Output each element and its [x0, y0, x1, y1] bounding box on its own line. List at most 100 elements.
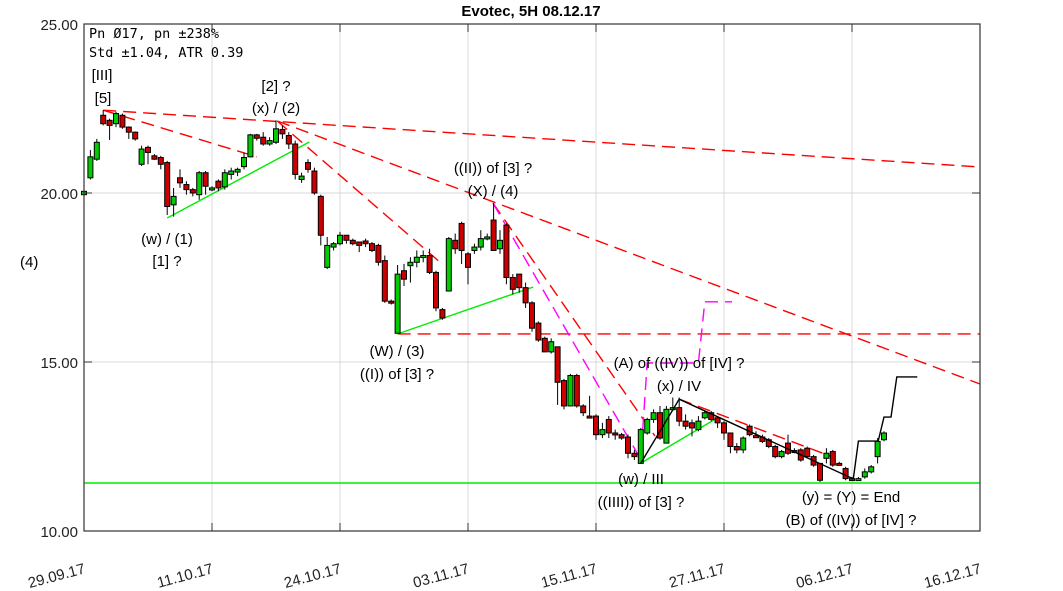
candle-down: [561, 378, 567, 410]
candle-down: [292, 140, 299, 180]
candle-up: [221, 169, 228, 190]
wave-label: (B) of ((IV)) of [IV] ?: [786, 512, 917, 529]
candle-down: [317, 194, 324, 246]
candle-body: [196, 172, 203, 196]
candle-down: [842, 466, 849, 481]
candle-up: [778, 449, 785, 459]
candle-down: [682, 414, 689, 430]
candle-body: [183, 184, 190, 191]
wave-label: (x) / (2): [252, 100, 300, 117]
candle-up: [113, 111, 119, 128]
candle-body: [836, 462, 843, 466]
candle-up: [241, 152, 247, 170]
candle-body: [657, 412, 663, 439]
candle-body: [586, 415, 593, 419]
candle-body: [695, 420, 702, 431]
candle-up: [701, 411, 708, 420]
candle-up: [330, 242, 337, 251]
candle-up: [266, 137, 273, 146]
candle-down: [452, 233, 459, 254]
candle-up: [247, 133, 254, 158]
candle-body: [663, 408, 670, 444]
candle-up: [407, 257, 414, 283]
candle-body: [625, 436, 631, 454]
candle-up: [209, 186, 215, 192]
x-tick-label: 03.11.17: [411, 560, 471, 591]
candle-body: [157, 157, 164, 165]
candle-body: [637, 429, 644, 464]
magenta-dashed-trend-line: [492, 202, 639, 456]
candle-body: [279, 128, 286, 135]
candle-down: [381, 255, 388, 303]
candle-down: [618, 432, 625, 440]
black-trend-line: [640, 398, 854, 480]
candle-down: [260, 132, 267, 146]
candle-body: [170, 195, 177, 206]
candle-body: [753, 435, 759, 439]
candle-down: [503, 223, 510, 285]
wave-label: (W) / (3): [370, 343, 425, 360]
x-tick-label: 29.09.17: [26, 560, 87, 591]
candle-body: [343, 234, 350, 241]
candle-down: [356, 241, 363, 253]
candle-body: [727, 432, 734, 448]
candle-body: [580, 405, 587, 414]
candle-body: [298, 175, 305, 180]
candle-body: [439, 309, 446, 319]
candle-down: [164, 160, 171, 215]
candle-down: [721, 421, 727, 440]
candle-up: [637, 427, 644, 464]
wave-label: [1] ?: [152, 253, 181, 270]
candle-down: [375, 243, 382, 266]
candle-down: [349, 238, 356, 246]
candle-body: [868, 466, 875, 473]
candle-down: [426, 248, 433, 275]
candle-body: [477, 238, 484, 248]
candle-down: [529, 301, 535, 332]
candle-body: [381, 260, 388, 302]
candle-down: [541, 336, 548, 353]
candle-up: [445, 236, 452, 292]
candle-body: [817, 462, 823, 481]
candle-body: [138, 148, 145, 165]
candle-down: [580, 404, 587, 417]
grid: [84, 24, 980, 531]
candle-up: [420, 250, 427, 263]
candle-body: [529, 302, 535, 329]
candle-body: [772, 446, 779, 458]
chart-title: Evotec, 5H 08.12.17: [461, 3, 600, 20]
candle-body: [189, 189, 196, 194]
candle-down: [605, 416, 612, 439]
wave-label: ((IIII)) of [3] ?: [598, 494, 685, 511]
candle-body: [516, 273, 523, 289]
candle-body: [503, 224, 510, 278]
candle-body: [829, 451, 836, 466]
candle-up: [548, 338, 555, 354]
candle-body: [573, 375, 580, 407]
candle-down: [625, 434, 631, 459]
y-tick-label: 20.00: [40, 186, 78, 203]
candle-down: [657, 405, 663, 440]
candle-down: [401, 263, 407, 286]
candle-down: [804, 446, 811, 459]
candle-body: [733, 446, 740, 451]
candle-body: [113, 113, 119, 125]
candle-body: [247, 134, 254, 158]
candle-body: [394, 273, 401, 334]
candle-down: [305, 159, 311, 173]
wave-label: (X) / (4): [468, 183, 519, 200]
candle-body: [650, 412, 657, 420]
candle-body: [100, 114, 107, 125]
candle-up: [87, 150, 94, 180]
candle-body: [823, 452, 830, 459]
candle-down: [573, 373, 580, 408]
candle-body: [292, 143, 299, 175]
x-tick-label: 06.12.17: [794, 560, 855, 591]
plot-frame: [83, 23, 981, 532]
candle-body: [324, 244, 331, 268]
candle-body: [561, 380, 567, 407]
candle-up: [650, 409, 657, 423]
y-axis: 25.00 20.00 15.00 10.00: [40, 17, 980, 541]
y-tick-label: 10.00: [40, 524, 78, 541]
candle-down: [215, 179, 222, 192]
